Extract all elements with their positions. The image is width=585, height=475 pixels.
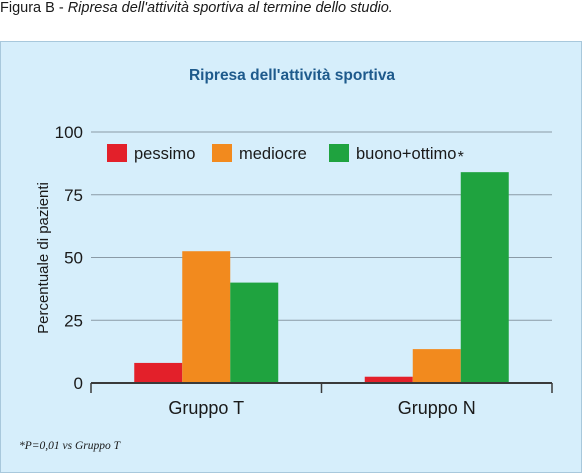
- bar-chart: Ripresa dell'attività sportiva 0 25 50 75 10…: [19, 67, 553, 452]
- legend-label: mediocre: [239, 145, 307, 163]
- legend-swatch: [212, 144, 232, 162]
- legend-item: buono+ottimo: [329, 144, 456, 163]
- figure-caption-prefix: Figura B -: [0, 0, 68, 16]
- y-axis-label: Percentuale di pazienti: [35, 182, 52, 334]
- chart-panel: Ripresa dell'attività sportiva 0 25 50 75 10…: [0, 41, 582, 473]
- significance-marker: *: [458, 149, 464, 166]
- bar: [460, 172, 509, 383]
- bar: [182, 251, 231, 383]
- legend-label: pessimo: [134, 145, 195, 163]
- y-tick-label: 0: [74, 374, 83, 393]
- category-label: Gruppo T: [168, 398, 244, 418]
- bar: [230, 282, 279, 383]
- bar: [134, 362, 183, 383]
- chart-title: Ripresa dell'attività sportiva: [189, 67, 395, 84]
- y-tick-label: 50: [64, 249, 83, 268]
- bar: [412, 349, 461, 383]
- figure-caption: Figura B - Ripresa dell'attività sportiv…: [0, 0, 393, 16]
- category-label: Gruppo N: [398, 398, 476, 418]
- y-tick-labels: 0 25 50 75 100: [55, 123, 83, 393]
- legend-item: mediocre: [212, 144, 307, 163]
- category-labels: Gruppo T Gruppo N: [168, 398, 475, 418]
- legend-label: buono+ottimo: [356, 145, 456, 163]
- legend: pessimo mediocre buono+ottimo: [107, 144, 456, 163]
- legend-swatch: [329, 144, 349, 162]
- bars: [134, 172, 509, 383]
- legend-swatch: [107, 144, 127, 162]
- y-tick-label: 25: [64, 311, 83, 330]
- annotations: *: [458, 149, 464, 166]
- figure-caption-text: Ripresa dell'attività sportiva al termin…: [67, 0, 393, 16]
- y-tick-label: 100: [55, 123, 83, 142]
- bar: [364, 376, 413, 383]
- legend-item: pessimo: [107, 144, 195, 163]
- footnote: *P=0,01 vs Gruppo T: [19, 440, 122, 452]
- y-tick-label: 75: [64, 186, 83, 205]
- x-tick-marks: [90, 383, 553, 393]
